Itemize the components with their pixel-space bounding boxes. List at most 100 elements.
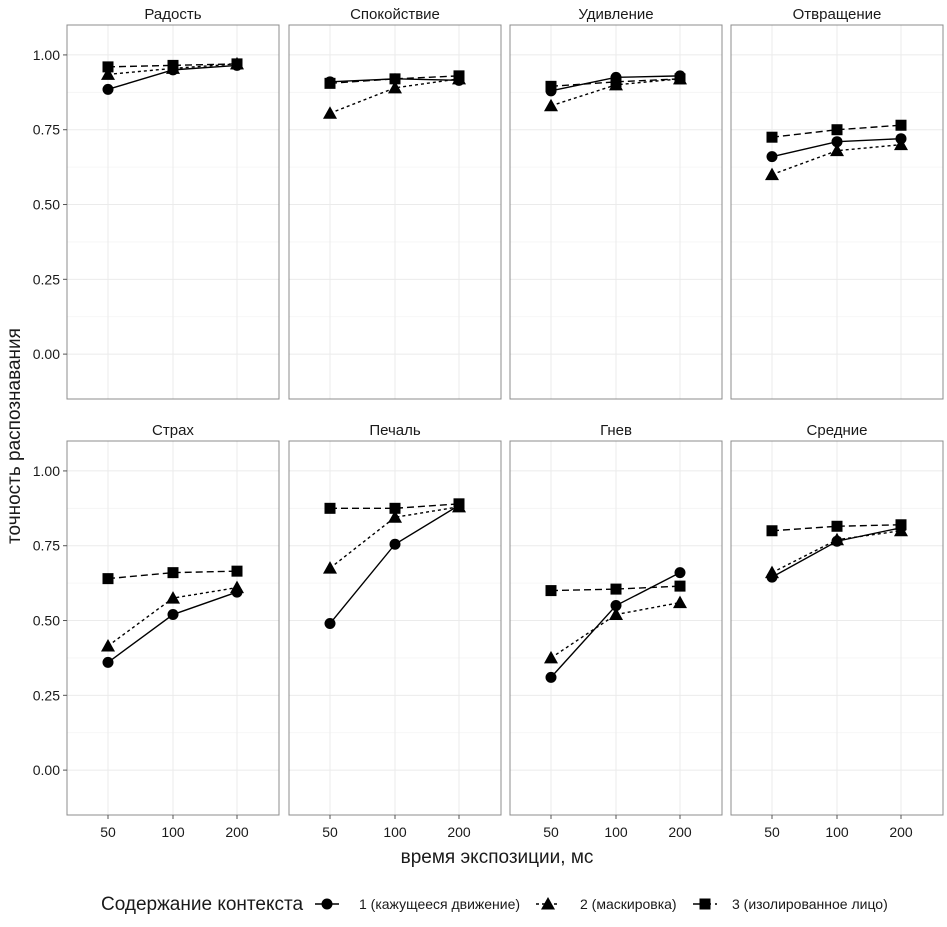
x-tick-label: 50 [764, 824, 780, 840]
legend-triangle-icon [541, 897, 555, 910]
square-point [167, 59, 179, 71]
triangle-point [894, 137, 908, 151]
panel-6: Печаль 50 100 200 [288, 422, 502, 840]
square-point [453, 70, 465, 82]
triangle-point [323, 561, 337, 574]
panel-border [288, 24, 502, 400]
square-point [389, 73, 401, 85]
square-point [453, 498, 465, 510]
panel-1: Радость 0.00 0.25 0.50 0.75 1.00 [33, 6, 280, 400]
y-tick-label: 1.00 [33, 463, 60, 479]
triangle-point [765, 167, 779, 181]
legend-item-2: 2 (маскировка) [536, 896, 677, 912]
x-tick-label: 100 [825, 824, 849, 840]
circle-point [389, 538, 401, 550]
chart-panels: Радость 0.00 0.25 0.50 0.75 1.00 Спокойствие Уд… [33, 6, 944, 840]
circle-point [324, 618, 336, 630]
panel-title: Страх [152, 422, 194, 439]
panel-border [730, 24, 944, 400]
square-point [831, 520, 843, 532]
square-point [167, 567, 179, 579]
square-point [895, 119, 907, 131]
circle-point [610, 600, 622, 612]
panel-border [66, 24, 280, 400]
circle-point [831, 136, 843, 148]
square-point [102, 61, 114, 73]
x-tick-label: 50 [543, 824, 559, 840]
panel-4: Отвращение [730, 6, 944, 400]
triangle-point [166, 591, 180, 604]
y-tick-label: 0.00 [33, 762, 60, 778]
panel-title: Спокойствие [350, 6, 440, 23]
square-point [674, 73, 686, 85]
square-point [610, 583, 622, 595]
y-tick-label: 0.25 [33, 687, 60, 703]
circle-point [167, 609, 179, 621]
circle-point [102, 656, 114, 668]
y-tick-label: 0.50 [33, 197, 60, 213]
triangle-point [544, 98, 558, 112]
square-point [231, 565, 243, 577]
square-point [674, 580, 686, 592]
triangle-point [830, 143, 844, 157]
legend-square-icon [699, 898, 711, 910]
x-tick-label: 50 [322, 824, 338, 840]
panel-title: Удивление [578, 6, 653, 23]
legend-circle-icon [321, 898, 333, 910]
y-tick-label: 0.75 [33, 538, 60, 554]
panel-border [509, 24, 723, 400]
panel-8: Средние 50 100 200 [730, 422, 944, 840]
triangle-point [230, 580, 244, 594]
square-point [766, 131, 778, 143]
legend-label: 1 (кажущееся движение) [359, 896, 520, 912]
x-tick-label: 50 [100, 824, 116, 840]
square-point [545, 585, 557, 597]
circle-point [674, 567, 686, 579]
triangle-point [609, 607, 623, 621]
triangle-point [388, 510, 402, 523]
triangle-point [388, 80, 402, 94]
square-point [545, 80, 557, 92]
square-point [766, 525, 778, 537]
x-tick-label: 100 [383, 824, 407, 840]
square-point [895, 519, 907, 531]
y-tick-label: 1.00 [33, 47, 60, 63]
circle-point [545, 671, 557, 683]
panel-3: Удивление [509, 6, 723, 400]
panel-title: Печаль [369, 422, 421, 439]
triangle-point [544, 650, 558, 664]
triangle-point [830, 532, 844, 546]
panel-2: Спокойствие [288, 6, 502, 400]
panel-5: Страх 0.00 0.25 0.50 0.75 1.00 50 100 200 [33, 422, 280, 840]
panel-title: Радость [144, 6, 201, 23]
triangle-point [101, 638, 115, 652]
x-tick-label: 200 [447, 824, 471, 840]
legend-title: Содержание контекста [101, 894, 303, 915]
square-point [610, 76, 622, 88]
triangle-point [673, 595, 687, 609]
series-line [107, 63, 238, 76]
x-tick-label: 200 [225, 824, 249, 840]
y-tick-label: 0.00 [33, 346, 60, 362]
square-point [324, 77, 336, 89]
legend: Содержание контекста 1 (кажущееся движен… [101, 894, 888, 915]
y-tick-label: 0.50 [33, 613, 60, 629]
legend-item-3: 3 (изолированное лицо) [693, 896, 888, 912]
triangle-point [101, 67, 115, 80]
legend-item-1: 1 (кажущееся движение) [315, 896, 520, 912]
square-point [389, 502, 401, 514]
x-tick-label: 100 [604, 824, 628, 840]
square-point [831, 124, 843, 136]
x-tick-label: 200 [889, 824, 913, 840]
circle-point [766, 151, 778, 163]
square-point [231, 58, 243, 70]
triangle-point [765, 565, 779, 579]
circle-point [102, 83, 114, 95]
legend-label: 2 (маскировка) [580, 896, 677, 912]
square-point [324, 502, 336, 514]
panel-title: Средние [807, 422, 868, 439]
y-axis-label: точность распознавания [4, 328, 25, 544]
panel-title: Гнев [600, 422, 632, 439]
x-tick-label: 200 [668, 824, 692, 840]
